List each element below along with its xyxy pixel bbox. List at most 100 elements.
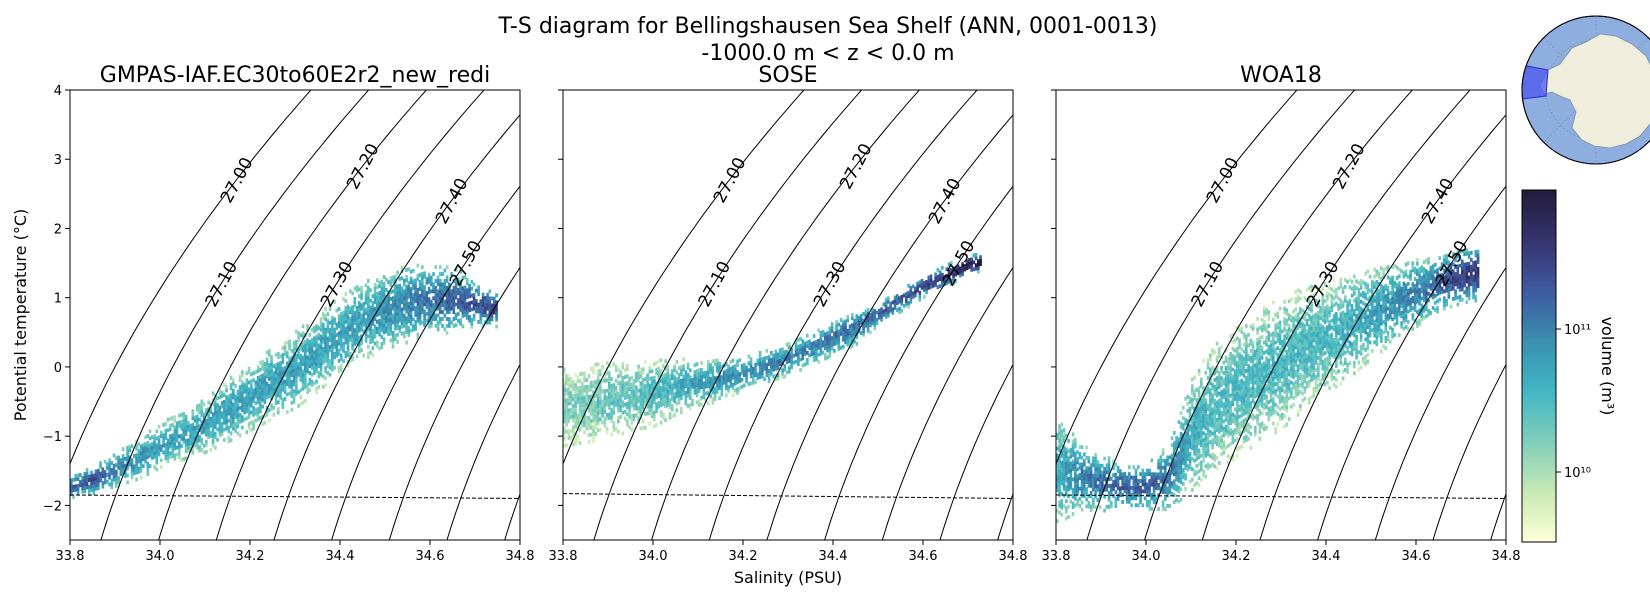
heatmap-cell — [355, 312, 359, 317]
heatmap-cell — [1215, 369, 1219, 374]
heatmap-cell — [977, 269, 980, 274]
heatmap-cell — [232, 416, 235, 421]
heatmap-cell — [585, 378, 589, 382]
heatmap-cell — [1134, 489, 1138, 494]
heatmap-cell — [461, 307, 465, 311]
heatmap-cell — [1132, 492, 1136, 497]
heatmap-cell — [909, 289, 913, 294]
heatmap-cell — [1213, 436, 1217, 441]
heatmap-cell — [666, 403, 670, 407]
heatmap-cell — [1247, 412, 1250, 417]
heatmap-cell — [898, 296, 901, 301]
heatmap-cell — [801, 363, 805, 368]
heatmap-cell — [689, 403, 692, 407]
heatmap-cell — [592, 366, 595, 371]
heatmap-cell — [569, 394, 573, 399]
heatmap-cell — [567, 391, 571, 396]
heatmap-cell — [1085, 480, 1088, 485]
heatmap-cell — [301, 348, 305, 353]
heatmap-cell — [1087, 466, 1091, 471]
heatmap-cell — [628, 425, 631, 430]
heatmap-cell — [918, 283, 922, 288]
heatmap-cell — [148, 450, 152, 455]
heatmap-cell — [738, 372, 742, 377]
heatmap-cell — [1083, 483, 1086, 488]
heatmap-cell — [196, 425, 199, 429]
heatmap-cell — [445, 285, 449, 290]
heatmap-cell — [436, 279, 440, 283]
heatmap-cell — [378, 284, 381, 289]
heatmap-cell — [245, 402, 249, 407]
heatmap-cell — [806, 361, 809, 366]
heatmap-cell — [603, 402, 607, 407]
heatmap-cell — [400, 324, 404, 329]
heatmap-cell — [1083, 490, 1086, 495]
heatmap-cell — [781, 351, 784, 355]
heatmap-cell — [756, 375, 760, 380]
heatmap-cell — [1202, 410, 1205, 415]
heatmap-cell — [1175, 446, 1178, 451]
heatmap-cell — [592, 383, 595, 388]
heatmap-cell — [1218, 378, 1221, 382]
heatmap-cell — [725, 362, 728, 367]
heatmap-cell — [488, 310, 492, 315]
heatmap-cell — [317, 326, 321, 330]
heatmap-cell — [394, 278, 397, 283]
heatmap-cell — [247, 370, 251, 375]
heatmap-cell — [279, 381, 282, 386]
heatmap-cell — [238, 416, 242, 421]
heatmap-cell — [896, 301, 899, 306]
heatmap-cell — [265, 412, 269, 417]
heatmap-cell — [653, 424, 656, 429]
heatmap-cell — [765, 373, 769, 378]
heatmap-cell — [200, 437, 204, 442]
heatmap-cell — [1191, 398, 1194, 402]
heatmap-cell — [135, 446, 138, 451]
heatmap-cell — [1245, 362, 1248, 366]
heatmap-cell — [734, 381, 737, 386]
heatmap-cell — [1236, 336, 1239, 341]
heatmap-cell — [394, 306, 397, 310]
heatmap-cell — [1211, 410, 1214, 415]
heatmap-cell — [252, 409, 255, 414]
heatmap-cell — [407, 291, 411, 296]
heatmap-cell — [806, 357, 809, 362]
heatmap-cell — [1096, 473, 1100, 478]
heatmap-cell — [682, 364, 685, 369]
heatmap-cell — [155, 429, 159, 434]
heatmap-cell — [1229, 365, 1232, 370]
heatmap-cell — [216, 417, 219, 421]
heatmap-cell — [848, 331, 852, 336]
heatmap-cell — [153, 451, 156, 456]
heatmap-cell — [1211, 365, 1214, 370]
heatmap-cell — [639, 384, 643, 389]
heatmap-cell — [1231, 357, 1235, 362]
heatmap-cell — [1251, 413, 1255, 418]
heatmap-cell — [1231, 388, 1235, 393]
heatmap-cell — [207, 414, 210, 419]
heatmap-cell — [457, 291, 460, 296]
heatmap-cell — [644, 398, 647, 402]
heatmap-cell — [1096, 460, 1100, 464]
heatmap-cell — [785, 370, 789, 375]
heatmap-cell — [1056, 463, 1059, 468]
heatmap-cell — [702, 381, 706, 386]
heatmap-cell — [335, 333, 339, 337]
heatmap-cell — [671, 372, 674, 377]
heatmap-cell — [725, 383, 728, 387]
heatmap-cell — [112, 474, 116, 479]
heatmap-cell — [644, 425, 647, 430]
heatmap-cell — [1170, 457, 1174, 461]
heatmap-cell — [567, 401, 571, 406]
heatmap-cell — [1204, 408, 1208, 413]
heatmap-cell — [605, 378, 609, 383]
heatmap-cell — [252, 423, 255, 428]
heatmap-cell — [322, 346, 325, 351]
heatmap-cell — [801, 353, 805, 357]
heatmap-cell — [1247, 374, 1250, 379]
heatmap-cell — [1125, 499, 1129, 504]
heatmap-cell — [337, 341, 341, 346]
heatmap-cell — [173, 456, 177, 461]
heatmap-cell — [301, 331, 305, 336]
heatmap-cell — [196, 421, 199, 426]
